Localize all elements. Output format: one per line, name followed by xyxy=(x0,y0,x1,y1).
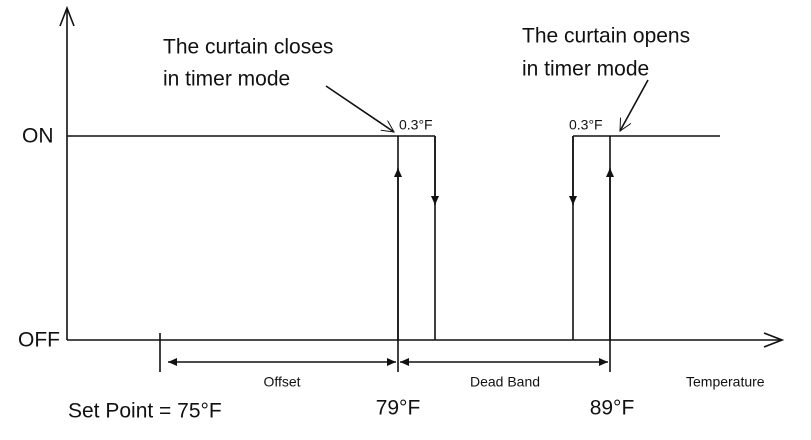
on-label: ON xyxy=(22,125,54,148)
hysteresis-label: 0.3°F xyxy=(399,117,433,133)
leader-line xyxy=(619,79,649,131)
offset-label: Offset xyxy=(263,374,300,390)
annotation: in timer mode xyxy=(163,68,290,91)
annotation: The curtain opens xyxy=(522,25,690,48)
dead-band-label: Dead Band xyxy=(470,374,540,390)
point-label: 89°F xyxy=(590,397,635,420)
x-axis-label: Temperature xyxy=(686,374,765,390)
annotation: The curtain closes xyxy=(163,36,333,59)
leader-line xyxy=(325,85,394,133)
set-point-label: Set Point = 75°F xyxy=(68,400,222,423)
hysteresis-label: 0.3°F xyxy=(569,117,603,133)
off-label: OFF xyxy=(18,329,60,352)
annotation: in timer mode xyxy=(522,58,649,81)
point-label: 79°F xyxy=(376,397,421,420)
